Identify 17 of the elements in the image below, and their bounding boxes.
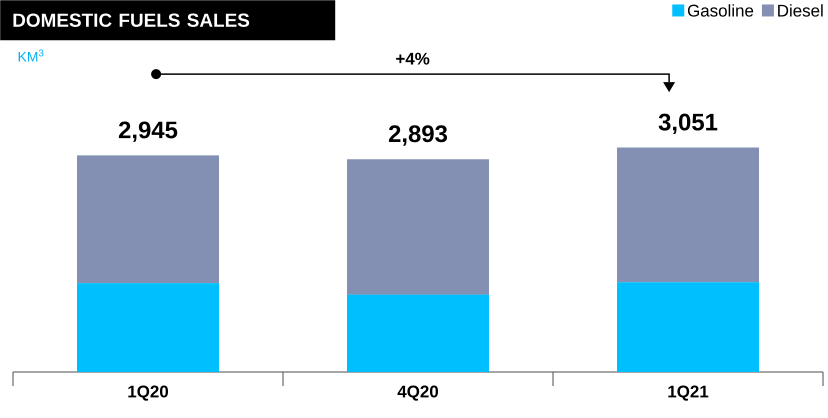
chart-title: DOMESTIC FUELS SALES — [13, 13, 250, 27]
bar — [346, 159, 490, 295]
bar — [617, 282, 760, 372]
x-tick-label: 4Q20 — [398, 386, 438, 401]
annotation: 2,945 — [118, 121, 178, 142]
bar — [617, 148, 760, 282]
bar — [76, 155, 220, 284]
bar — [346, 294, 490, 372]
x-tick-label: 1Q20 — [128, 386, 168, 401]
legend-label: Diesel — [778, 4, 823, 17]
x-tick-label: 1Q21 — [668, 386, 708, 401]
chart-subtitle: KM$^{3}$ — [18, 50, 44, 62]
annotation: 2,893 — [388, 125, 448, 146]
bar — [76, 283, 220, 372]
text: +4% — [396, 52, 430, 65]
legend-label: Gasoline — [688, 4, 754, 17]
annotation: 3,051 — [658, 114, 718, 134]
